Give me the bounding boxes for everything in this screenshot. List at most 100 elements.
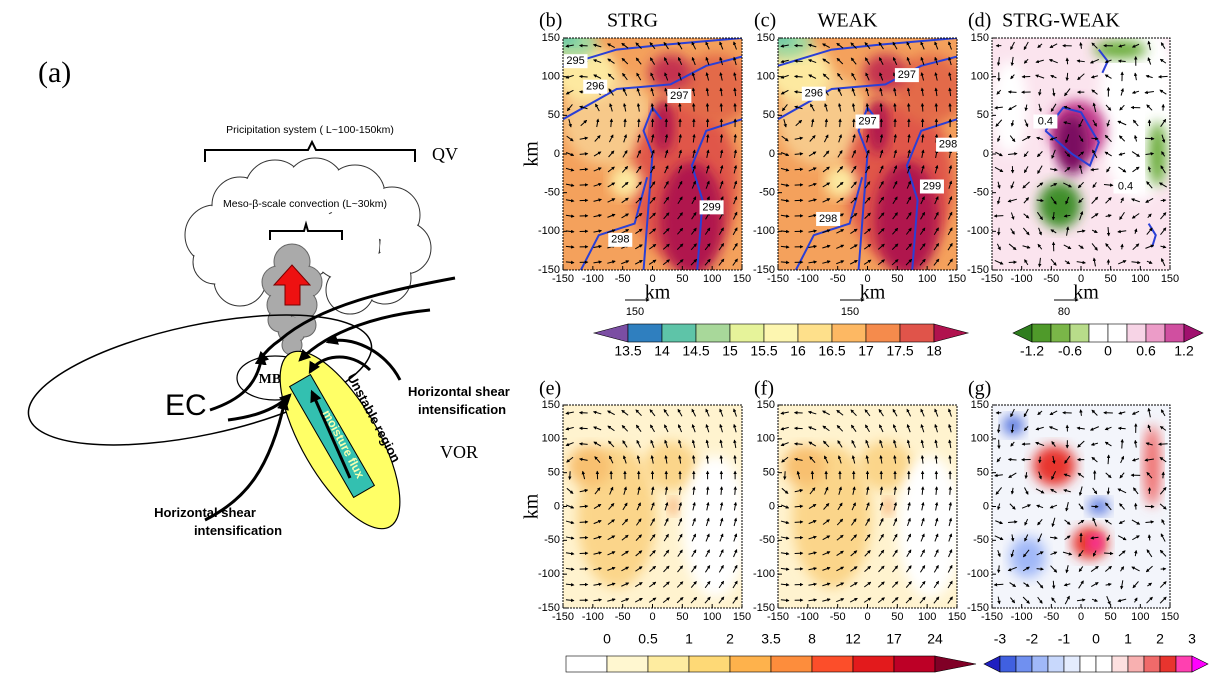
wind-vector (1050, 196, 1057, 205)
wind-vector (864, 42, 871, 50)
wind-vector (865, 455, 869, 464)
wind-vector (677, 41, 683, 50)
wind-vector (920, 454, 925, 464)
colorbar-label: 1 (685, 631, 693, 647)
wind-vector (1131, 260, 1141, 265)
wind-vector (906, 424, 911, 433)
panel-label: (c) (754, 10, 776, 32)
wind-vector (678, 133, 682, 143)
wind-vector (822, 598, 831, 602)
wind-vector (733, 549, 738, 558)
wind-vector (996, 56, 1001, 67)
wind-vector (1078, 135, 1084, 143)
wind-vector (732, 227, 738, 236)
y-tick-label: -100 (753, 568, 775, 580)
y-tick-label: 100 (971, 71, 989, 83)
wind-vector (864, 57, 871, 65)
wind-vector (906, 533, 911, 542)
wind-vector (906, 41, 912, 50)
colorbar-label: 3.5 (761, 631, 781, 647)
wind-vector (906, 454, 911, 464)
wind-vector (1161, 471, 1165, 479)
wind-vector (808, 74, 817, 79)
wind-vector (865, 502, 870, 511)
wind-vector (808, 598, 818, 602)
wind-vector (649, 212, 656, 219)
colorbar-segment (1143, 655, 1161, 673)
wind-vector (1036, 211, 1043, 221)
wind-vector (1064, 260, 1071, 265)
y-axis-label: km (521, 493, 543, 519)
wind-vector (704, 596, 711, 604)
wind-vector (635, 409, 642, 417)
wind-vector (732, 242, 738, 251)
wind-vector (808, 182, 817, 187)
wind-vector (1023, 151, 1029, 158)
wind-vector (1118, 166, 1127, 173)
wind-vector (1050, 183, 1058, 187)
colorbar: 0 0.5 1 2 3.5 8 12 17 24 (565, 631, 977, 673)
field (563, 38, 742, 270)
wind-vector (635, 197, 643, 204)
colorbar-label: -1.2 (1020, 343, 1044, 359)
wind-vector (676, 259, 684, 266)
wind-vector (607, 260, 616, 264)
field-blob (824, 165, 857, 199)
wind-vector (1024, 472, 1028, 479)
colorbar-end (1183, 323, 1204, 343)
wind-vector (891, 259, 899, 266)
wind-vector (691, 424, 696, 433)
wind-vector (1133, 439, 1138, 448)
field-blob (1093, 40, 1147, 59)
wind-vector (733, 87, 737, 97)
wind-vector (1035, 426, 1044, 431)
wind-vector (1049, 504, 1058, 509)
wind-vector (809, 456, 816, 463)
y-tick-label: -150 (967, 602, 989, 614)
wind-vector (864, 533, 871, 542)
y-tick-label: 150 (971, 399, 989, 411)
wind-vector (1036, 182, 1044, 188)
wind-vector (837, 502, 843, 511)
panel-label: (d) (968, 10, 991, 32)
field-blob (1009, 536, 1046, 578)
colorbar-segment (1159, 655, 1177, 673)
wind-vector (1079, 42, 1083, 49)
x-tick-label: 0 (864, 273, 870, 285)
wind-vector (1065, 72, 1069, 82)
wind-vector (1007, 198, 1018, 203)
wind-vector (622, 502, 628, 511)
wind-vector (948, 56, 952, 66)
wind-vector (865, 439, 870, 448)
wind-vector (892, 549, 898, 557)
wind-vector (948, 164, 953, 174)
wind-vector (718, 258, 725, 266)
wind-vector (565, 89, 574, 95)
wind-vector (593, 229, 603, 233)
wind-vector (994, 105, 1003, 110)
colorbar-segment (661, 323, 697, 343)
wind-vector (704, 258, 711, 266)
wind-vector (1063, 182, 1072, 188)
wind-vector (565, 198, 575, 203)
wind-vector (878, 549, 885, 557)
y-tick-label: -50 (544, 187, 560, 199)
y-tick-label: 0 (769, 148, 775, 160)
wind-vector (1118, 135, 1126, 142)
wind-vector (906, 87, 911, 97)
y-tick-label: -150 (538, 602, 560, 614)
wind-vector (851, 439, 856, 448)
wind-vector (579, 105, 588, 110)
wind-vector (579, 457, 588, 462)
wind-vector (1091, 456, 1098, 463)
y-tick-label: 150 (542, 32, 560, 44)
y-tick-label: -150 (753, 602, 775, 614)
wind-vector (879, 439, 883, 448)
wind-vector (732, 258, 738, 266)
contour-label-bg (855, 114, 880, 129)
x-tick-label: 150 (733, 273, 751, 285)
wind-vector (594, 135, 601, 142)
contour (642, 105, 663, 270)
wind-vector (1090, 75, 1099, 79)
wind-vector (608, 134, 614, 143)
